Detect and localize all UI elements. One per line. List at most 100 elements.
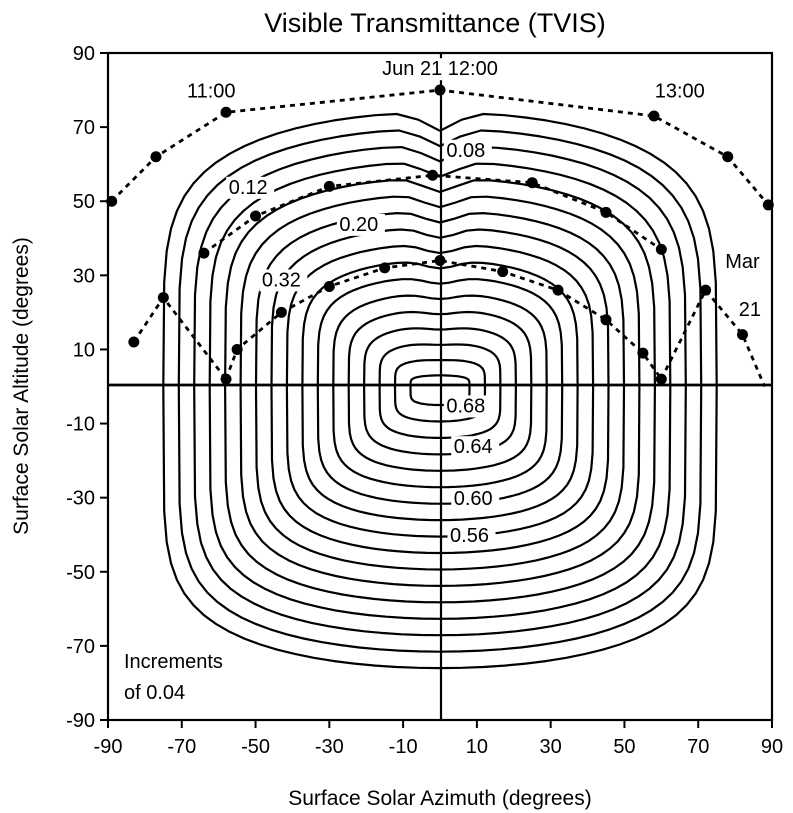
- y-tick-label: 50: [73, 191, 95, 213]
- solar-path-point: [637, 347, 649, 359]
- contour-line: [347, 310, 533, 472]
- solar-path-point: [736, 329, 748, 341]
- contour-label: 0.32: [262, 269, 301, 291]
- path-annotation-backing: [183, 80, 239, 103]
- solar-path-point: [648, 110, 660, 122]
- y-tick-label: 30: [73, 265, 95, 287]
- contour-line: [393, 359, 487, 423]
- contour-label-backing: [336, 213, 385, 236]
- contour-line: [254, 212, 626, 571]
- contour-label: 0.20: [339, 214, 378, 236]
- solar-path-point: [762, 199, 774, 211]
- x-tick-label: -30: [315, 736, 344, 758]
- y-tick-label: -70: [66, 636, 95, 658]
- solar-path-point: [497, 266, 509, 278]
- contour-label: 0.64: [454, 436, 493, 458]
- solar-path-point: [434, 84, 446, 96]
- solar-path-point: [323, 180, 335, 192]
- solar-path-point: [231, 343, 243, 355]
- chart-title: Visible Transmittance (TVIS): [264, 8, 606, 38]
- y-axis-title: Surface Solar Altitude (degrees): [10, 237, 33, 535]
- contour-line: [239, 195, 641, 587]
- increments-note-line2: of 0.04: [124, 682, 185, 704]
- x-tick-label: -50: [241, 736, 270, 758]
- solar-path-point: [150, 151, 162, 163]
- path-annotation: Jun 21 12:00: [382, 58, 498, 80]
- x-tick-label: 50: [613, 736, 635, 758]
- solar-path-point: [198, 247, 210, 259]
- solar-path-point: [106, 195, 118, 207]
- solar-path-point: [427, 169, 439, 181]
- contour-lines: [162, 112, 718, 670]
- y-tick-label: -50: [66, 562, 95, 584]
- contour-label-backing: [443, 139, 492, 162]
- contour-label: 0.60: [454, 488, 493, 510]
- contour-label: 0.08: [446, 140, 485, 162]
- contour-line: [208, 162, 672, 620]
- contour-labels: 0.08 0.12 0.20 0.32 0.68 0.64 0.60 0.56: [226, 139, 500, 548]
- contour-line: [270, 228, 610, 555]
- y-tick-label: -30: [66, 488, 95, 510]
- solar-path-line: [224, 259, 663, 380]
- contour-label: 0.56: [450, 525, 489, 547]
- contour-label-backing: [443, 395, 492, 418]
- solar-path-point: [220, 106, 232, 118]
- solar-path-point: [379, 262, 391, 274]
- contour-line: [316, 278, 564, 505]
- x-tick-label: 30: [540, 736, 562, 758]
- solar-path-point: [722, 151, 734, 163]
- x-axis-title: Surface Solar Azimuth (degrees): [288, 787, 591, 810]
- contour-line: [177, 129, 703, 653]
- solar-path-point: [600, 314, 612, 326]
- x-tick-label: 70: [687, 736, 709, 758]
- solar-path-point: [700, 284, 712, 296]
- x-tick-label: -90: [94, 736, 123, 758]
- contour-line: [378, 343, 502, 439]
- contour-label: 0.12: [229, 177, 268, 199]
- y-tick-label: 90: [73, 43, 95, 65]
- x-tick-label: 90: [761, 736, 783, 758]
- y-tick-label: -10: [66, 414, 95, 436]
- contour-label-backing: [451, 488, 500, 511]
- contour-line: [193, 146, 687, 637]
- path-annotation: 21: [739, 299, 761, 321]
- plot-area: 0.08 0.12 0.20 0.32 0.68 0.64 0.60 0.56 11:00 Ju…: [106, 51, 774, 722]
- solar-path-point: [655, 373, 667, 385]
- solar-path-point: [220, 373, 232, 385]
- x-tick-label: -10: [389, 736, 418, 758]
- y-tick-label: -90: [66, 710, 95, 732]
- solar-paths: [106, 84, 774, 388]
- x-axis-ticks: -90 -70 -50 -30 -10 10 30 50 70 90: [94, 720, 783, 758]
- contour-line: [332, 294, 548, 489]
- solar-path-point: [552, 284, 564, 296]
- contour-label-backing: [226, 176, 275, 199]
- x-tick-label: 10: [466, 736, 488, 758]
- contour-label-backing: [451, 436, 500, 459]
- path-annotation-backing: [738, 299, 761, 322]
- path-annotation-backing: [725, 250, 759, 273]
- path-annotation-backing: [374, 58, 506, 81]
- x-tick-label: -70: [167, 736, 196, 758]
- solar-path-point: [275, 306, 287, 318]
- path-annotation-backing: [652, 80, 708, 103]
- path-annotation: 13:00: [655, 80, 705, 102]
- solar-path-point: [157, 292, 169, 304]
- y-tick-label: 10: [73, 339, 95, 361]
- path-annotation: 11:00: [187, 80, 236, 102]
- solar-path-point: [655, 243, 667, 255]
- solar-path-point: [250, 210, 262, 222]
- solar-path-point: [323, 280, 335, 292]
- contour-line: [301, 261, 579, 522]
- increments-note-line1: Increments: [124, 651, 223, 673]
- y-tick-label: 70: [73, 117, 95, 139]
- contour-label: 0.68: [446, 395, 485, 417]
- y-axis-ticks: 90 70 50 30 10 -10 -30 -50 -70 -90: [66, 43, 108, 732]
- solar-path-point: [526, 177, 538, 189]
- solar-path-point: [600, 206, 612, 218]
- contour-label-backing: [259, 269, 308, 292]
- path-annotations: 11:00 Jun 21 12:00 13:00 Mar 21: [183, 58, 761, 322]
- solar-path-point: [128, 336, 140, 348]
- solar-path-point: [434, 255, 446, 267]
- contour-line: [285, 244, 595, 538]
